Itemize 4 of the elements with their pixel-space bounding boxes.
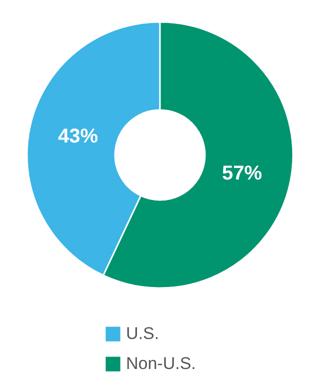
legend-label: U.S. xyxy=(126,324,160,343)
data-label: 43% xyxy=(58,126,98,148)
legend-label: Non-U.S. xyxy=(126,354,196,373)
data-label: 57% xyxy=(222,162,262,184)
